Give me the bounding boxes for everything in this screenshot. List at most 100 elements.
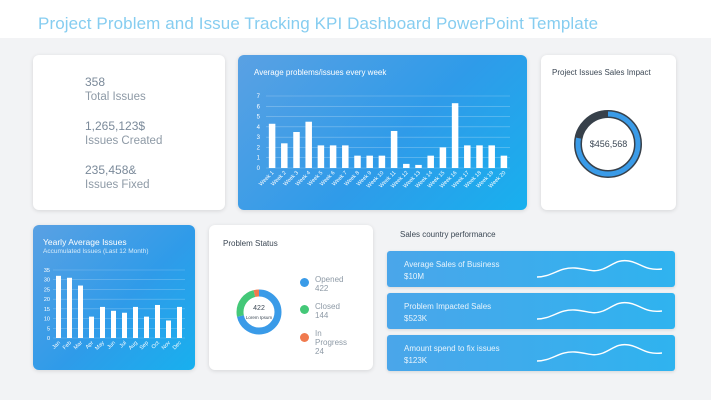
sparkline-amount-spend <box>537 343 662 362</box>
sparkline-average-sales <box>537 259 662 278</box>
weekly-ytick-label: 3 <box>257 135 261 141</box>
yearly-xtick-label: Jan <box>51 340 62 351</box>
yearly-ytick-label: 20 <box>44 297 50 303</box>
yearly-xtick-label: Oct <box>151 340 162 351</box>
weekly-bar <box>305 121 312 168</box>
country-item-value: $123K <box>404 356 428 365</box>
weekly-bar <box>500 155 508 168</box>
weekly-bar <box>451 103 459 168</box>
yearly-bar <box>100 306 105 338</box>
yearly-bar <box>67 277 72 338</box>
weekly-bar <box>268 123 276 168</box>
weekly-bar <box>293 132 300 168</box>
yearly-xtick-label: Apr <box>85 340 95 350</box>
legend-closed-value: 144 <box>315 311 329 320</box>
yearly-bar <box>89 316 94 338</box>
country-item-label: Amount spend to fix issues <box>404 344 500 353</box>
yearly-xtick-label: Mar <box>73 340 84 351</box>
problem-status-title: Problem Status <box>223 239 278 248</box>
yearly-ytick-label: 10 <box>44 317 50 323</box>
total-issues-value: 358 <box>85 75 106 89</box>
problem-slice <box>236 289 282 335</box>
sales-impact-value: $456,568 <box>589 139 628 149</box>
weekly-chart-card: Average problems/issues every week 0 1 2 3 4… <box>238 55 527 210</box>
weekly-ytick-label: 4 <box>257 125 261 131</box>
yearly-chart-title: Yearly Average Issues <box>43 237 127 247</box>
legend-closed-dot <box>300 305 309 314</box>
impact-progress-ring <box>575 111 641 177</box>
issues-created-label: Issues Created <box>85 135 163 147</box>
weekly-bar <box>354 155 361 168</box>
yearly-xtick-label: Nov <box>161 340 172 351</box>
country-item-amount-spend: Amount spend to fix issues $123K <box>387 335 675 371</box>
weekly-bar <box>281 143 288 168</box>
yearly-xtick-label: Jun <box>106 340 117 351</box>
yearly-bar <box>155 304 160 338</box>
yearly-bar <box>144 316 149 338</box>
weekly-bar <box>415 164 422 168</box>
yearly-bar-chart: 0 5 10 15 20 25 30 35 Jan Feb Mar Apr May Jun Jul Aug Se… <box>44 268 185 352</box>
yearly-xtick-label: Dec <box>172 340 183 351</box>
yearly-chart-card: Yearly Average Issues Accumulated Issues… <box>33 225 195 370</box>
problem-slice <box>236 289 282 335</box>
issues-fixed-value: 235,458& <box>85 163 137 177</box>
yearly-xtick-label: Feb <box>62 340 73 351</box>
page-title: Project Problem and Issue Tracking KPI D… <box>38 14 599 33</box>
weekly-ytick-label: 0 <box>257 166 261 172</box>
issues-created-value: 1,265,123$ <box>85 119 146 133</box>
yearly-bar <box>133 306 138 338</box>
yearly-xtick-label: May <box>94 340 106 352</box>
legend-inprogress-value: 24 <box>315 347 324 356</box>
problem-center-label: Lorem Ipsum <box>245 315 273 320</box>
country-item-value: $523K <box>404 314 428 323</box>
weekly-bar <box>476 145 483 168</box>
legend-closed-label: Closed <box>315 302 340 311</box>
weekly-chart-title: Average problems/issues every week <box>254 68 387 77</box>
weekly-bar <box>378 155 386 168</box>
yearly-ytick-label: 5 <box>47 326 50 332</box>
weekly-bar <box>390 130 398 168</box>
yearly-ytick-label: 0 <box>47 336 50 342</box>
country-item-average-sales: Average Sales of Business $10M <box>387 251 675 287</box>
weekly-bar <box>464 145 471 168</box>
weekly-bar <box>342 145 349 168</box>
problem-status-card: Problem Status 422 Lorem Ipsum Opened 42… <box>209 225 373 370</box>
weekly-ytick-label: 7 <box>257 94 261 100</box>
weekly-bar <box>403 163 410 168</box>
weekly-bar <box>427 155 434 168</box>
weekly-ytick-label: 2 <box>257 145 261 151</box>
country-item-problem-impacted: Problem Impacted Sales $523K <box>387 293 675 329</box>
yearly-bar <box>166 320 171 338</box>
kpi-card: 358 Total Issues 1,265,123$ Issues Creat… <box>33 55 225 210</box>
yearly-xtick-label: Aug <box>128 340 139 351</box>
legend-inprogress-dot <box>300 333 309 342</box>
yearly-chart-subtitle: Accumulated Issues (Last 12 Month) <box>43 248 149 255</box>
header-band <box>0 0 711 38</box>
legend-opened-label: Opened <box>315 275 344 284</box>
sales-impact-title: Project Issues Sales Impact <box>552 68 651 77</box>
legend-inprogress-label: In <box>315 329 322 338</box>
problem-status-donut <box>236 289 282 335</box>
yearly-bar <box>122 312 127 338</box>
weekly-bar <box>488 145 495 168</box>
yearly-bar <box>78 285 83 338</box>
yearly-bar <box>56 275 61 338</box>
yearly-bar <box>111 310 116 338</box>
yearly-ytick-label: 35 <box>44 268 50 274</box>
country-item-label: Problem Impacted Sales <box>404 302 492 311</box>
yearly-xtick-label: Sep <box>139 340 150 351</box>
legend-opened-value: 422 <box>315 284 329 293</box>
country-performance-title: Sales country performance <box>400 230 496 239</box>
weekly-bar <box>439 147 447 168</box>
problem-center-value: 422 <box>253 305 265 312</box>
yearly-bar <box>177 306 182 338</box>
issues-fixed-label: Issues Fixed <box>85 179 150 191</box>
weekly-bar <box>317 145 325 168</box>
country-item-value: $10M <box>404 272 425 281</box>
weekly-ytick-label: 5 <box>257 115 261 121</box>
sparkline-problem-impacted <box>537 301 662 320</box>
weekly-bar <box>366 155 373 168</box>
legend-inprogress-label2: Progress <box>315 338 348 347</box>
yearly-ytick-label: 15 <box>44 307 50 313</box>
